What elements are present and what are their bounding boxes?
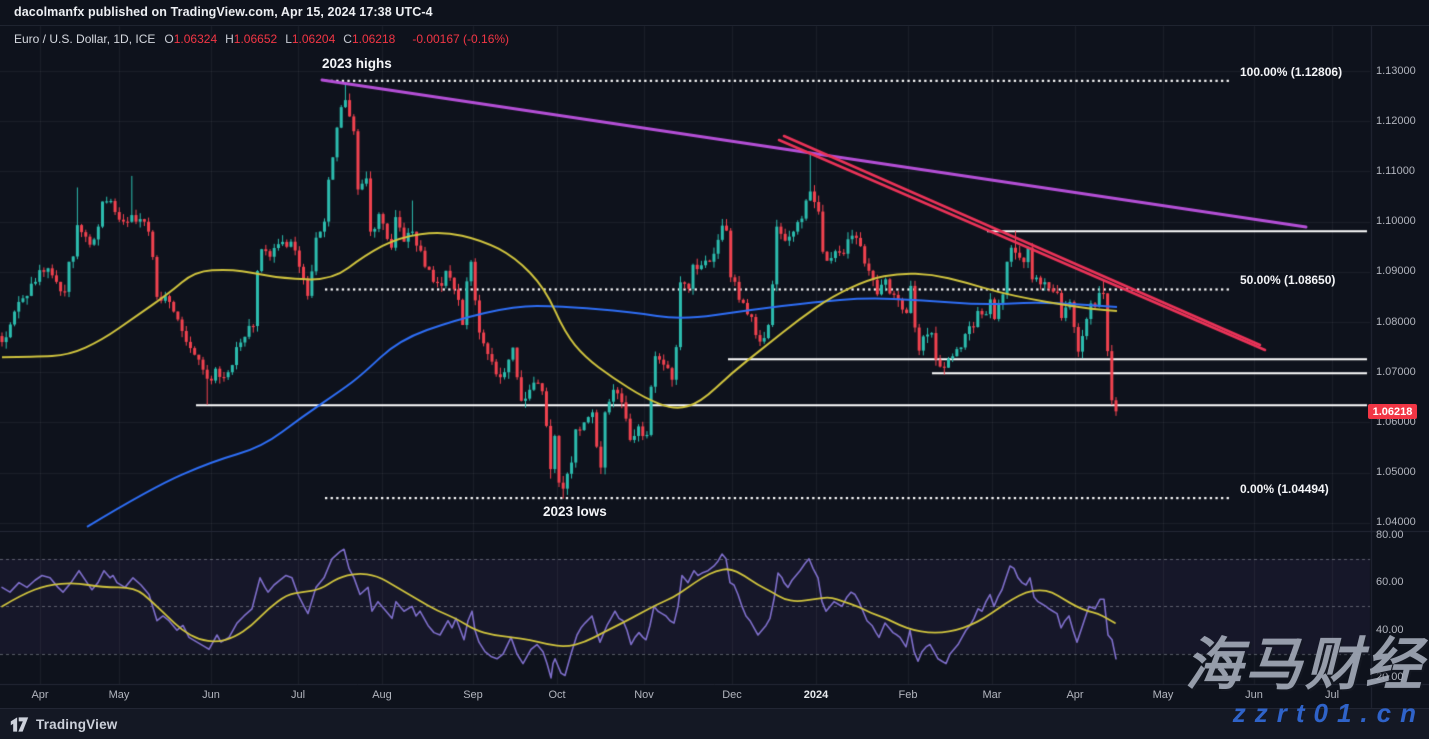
time-tick-label: Dec xyxy=(722,689,742,701)
time-tick-label: Nov xyxy=(634,689,654,701)
time-tick-label: 2024 xyxy=(803,689,829,701)
tradingview-brand-text: TradingView xyxy=(36,716,118,732)
footer-bar: TradingView xyxy=(0,708,1429,739)
time-tick-label: May xyxy=(108,689,130,701)
last-price-badge: 1.06218 xyxy=(1368,404,1417,419)
ohlc-item: L1.06204 xyxy=(285,32,336,46)
header-divider xyxy=(0,25,1429,26)
time-tick-label: Jun xyxy=(202,689,220,701)
time-tick-label: Jul xyxy=(1324,689,1340,701)
ohlc-item: O1.06324 xyxy=(164,32,218,46)
price-tick-label: 1.07000 xyxy=(1376,365,1416,378)
price-tick-label: 1.08000 xyxy=(1376,315,1416,328)
price-tick-label: 1.10000 xyxy=(1376,215,1416,228)
price-tick-label: 1.09000 xyxy=(1376,265,1416,278)
price-tick-label: 1.13000 xyxy=(1376,64,1416,77)
symbol-legend[interactable]: Euro / U.S. Dollar, 1D, ICE O1.06324 H1.0… xyxy=(14,32,509,46)
price-tick-label: 1.04000 xyxy=(1376,516,1416,529)
ohlc-item: C1.06218 xyxy=(343,32,396,46)
time-tick-label: Sep xyxy=(463,689,483,701)
fib-level-label: 50.00% (1.08650) xyxy=(1240,273,1336,288)
fib-level-label: 100.00% (1.12806) xyxy=(1240,64,1343,79)
price-tick-label: 1.12000 xyxy=(1376,114,1416,127)
symbol-title[interactable]: Euro / U.S. Dollar, 1D, ICE xyxy=(14,32,156,46)
change-value: -0.00167 (-0.16%) xyxy=(412,32,510,46)
time-tick-label: Apr xyxy=(31,689,49,701)
price-tick-label: 1.11000 xyxy=(1376,164,1415,177)
time-tick-label: Aug xyxy=(372,689,392,701)
time-tick-label: Jul xyxy=(290,689,306,701)
price-tick-label: 1.05000 xyxy=(1376,466,1416,479)
fib-level-label: 0.00% (1.04494) xyxy=(1240,482,1329,496)
rsi-tick-label: 20.00 xyxy=(1376,671,1404,684)
rsi-tick-label: 40.00 xyxy=(1376,623,1404,636)
tradingview-logo-link[interactable]: TradingView xyxy=(10,716,117,733)
time-tick-label: May xyxy=(1152,689,1174,701)
publish-attribution: dacolmanfx published on TradingView.com,… xyxy=(14,5,433,19)
time-tick-label: Feb xyxy=(898,689,918,701)
time-tick-label: Mar xyxy=(982,689,1002,701)
ohlc-values: O1.06324 H1.06652 L1.06204 C1.06218 xyxy=(164,32,403,46)
time-tick-label: Oct xyxy=(548,689,566,701)
annotation-2023-lows[interactable]: 2023 lows xyxy=(543,504,607,519)
rsi-tick-label: 60.00 xyxy=(1376,576,1404,589)
ohlc-item: H1.06652 xyxy=(225,32,278,46)
tradingview-icon xyxy=(10,716,29,732)
rsi-tick-label: 80.00 xyxy=(1376,528,1404,541)
time-tick-label: Apr xyxy=(1066,689,1084,701)
annotation-2023-highs[interactable]: 2023 highs xyxy=(322,56,392,71)
time-tick-label: Jun xyxy=(1245,689,1263,701)
